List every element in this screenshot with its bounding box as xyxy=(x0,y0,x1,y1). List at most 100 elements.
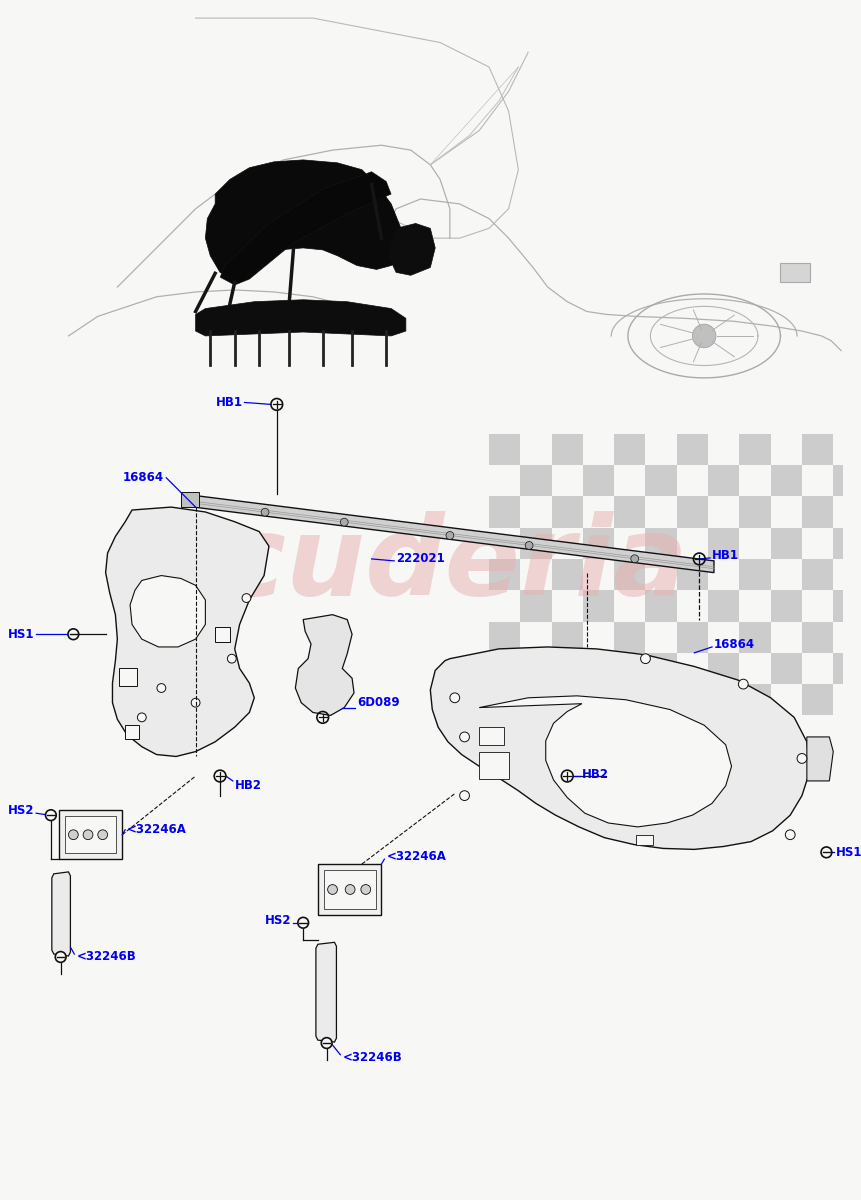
Polygon shape xyxy=(806,737,833,781)
Bar xyxy=(707,466,739,497)
Text: HS2: HS2 xyxy=(8,804,34,817)
Bar xyxy=(770,653,801,684)
Bar xyxy=(488,684,520,715)
Bar xyxy=(125,725,139,739)
Circle shape xyxy=(321,1038,331,1049)
Circle shape xyxy=(445,532,453,539)
Bar xyxy=(707,653,739,684)
Circle shape xyxy=(68,629,78,640)
Bar xyxy=(801,497,833,528)
Bar xyxy=(582,590,614,622)
Circle shape xyxy=(55,952,66,962)
Text: HB2: HB2 xyxy=(581,768,608,780)
Polygon shape xyxy=(205,160,406,277)
Bar xyxy=(488,497,520,528)
Bar xyxy=(614,622,645,653)
Text: HS1: HS1 xyxy=(8,628,34,641)
Circle shape xyxy=(46,810,56,821)
Bar xyxy=(318,864,381,914)
Circle shape xyxy=(297,917,308,928)
Polygon shape xyxy=(220,172,391,286)
Bar xyxy=(614,497,645,528)
Circle shape xyxy=(227,654,236,664)
Polygon shape xyxy=(389,223,435,275)
Bar xyxy=(520,466,551,497)
Circle shape xyxy=(242,594,251,602)
Circle shape xyxy=(630,554,638,563)
Polygon shape xyxy=(106,508,269,756)
Bar xyxy=(479,727,503,745)
Circle shape xyxy=(327,884,337,894)
Circle shape xyxy=(261,509,269,516)
Bar xyxy=(676,684,707,715)
Text: scuderia: scuderia xyxy=(154,511,688,618)
Bar xyxy=(645,466,676,497)
Polygon shape xyxy=(52,872,71,956)
Bar xyxy=(215,628,230,642)
Bar xyxy=(635,835,653,845)
Circle shape xyxy=(796,754,806,763)
Bar xyxy=(488,622,520,653)
Text: HS1: HS1 xyxy=(835,846,861,859)
Circle shape xyxy=(345,884,355,894)
Polygon shape xyxy=(186,494,713,572)
Circle shape xyxy=(691,324,715,348)
Bar xyxy=(833,590,861,622)
Polygon shape xyxy=(195,300,406,336)
Bar xyxy=(645,528,676,559)
Bar xyxy=(739,559,770,590)
Bar xyxy=(520,590,551,622)
Text: <32246A: <32246A xyxy=(127,823,187,836)
Bar xyxy=(614,433,645,466)
Bar xyxy=(770,590,801,622)
Bar xyxy=(801,433,833,466)
Circle shape xyxy=(361,884,370,894)
Bar xyxy=(770,528,801,559)
Circle shape xyxy=(137,713,146,721)
Circle shape xyxy=(340,518,348,526)
Bar xyxy=(582,653,614,684)
Bar xyxy=(676,559,707,590)
Bar xyxy=(551,497,582,528)
Bar xyxy=(676,433,707,466)
Text: HB1: HB1 xyxy=(711,550,738,563)
Circle shape xyxy=(191,698,200,707)
Bar xyxy=(739,684,770,715)
Bar xyxy=(551,622,582,653)
Bar xyxy=(488,559,520,590)
Bar xyxy=(582,466,614,497)
Text: 16864: 16864 xyxy=(713,637,754,650)
Text: 16864: 16864 xyxy=(123,472,164,485)
Text: <32246B: <32246B xyxy=(342,1051,401,1064)
Bar xyxy=(614,684,645,715)
Circle shape xyxy=(83,830,93,840)
Bar xyxy=(324,870,375,910)
Polygon shape xyxy=(295,614,354,715)
Bar xyxy=(739,497,770,528)
Bar xyxy=(801,622,833,653)
Bar xyxy=(59,810,122,859)
Bar xyxy=(801,684,833,715)
Bar xyxy=(739,622,770,653)
Circle shape xyxy=(784,830,794,840)
Bar xyxy=(707,590,739,622)
Bar xyxy=(181,492,198,508)
Text: <32246B: <32246B xyxy=(76,950,136,964)
Circle shape xyxy=(459,791,469,800)
Bar xyxy=(614,559,645,590)
Bar xyxy=(676,622,707,653)
Bar xyxy=(833,653,861,684)
Bar xyxy=(582,528,614,559)
Text: HB1: HB1 xyxy=(215,396,242,409)
Circle shape xyxy=(738,679,747,689)
Bar xyxy=(65,816,116,853)
Text: HS2: HS2 xyxy=(264,914,291,928)
Bar xyxy=(551,559,582,590)
Bar xyxy=(645,590,676,622)
Polygon shape xyxy=(130,576,205,647)
Bar xyxy=(739,433,770,466)
Text: <32246A: <32246A xyxy=(386,850,446,863)
Text: 222021: 222021 xyxy=(396,552,444,565)
Text: HB2: HB2 xyxy=(234,779,262,792)
Bar xyxy=(645,653,676,684)
